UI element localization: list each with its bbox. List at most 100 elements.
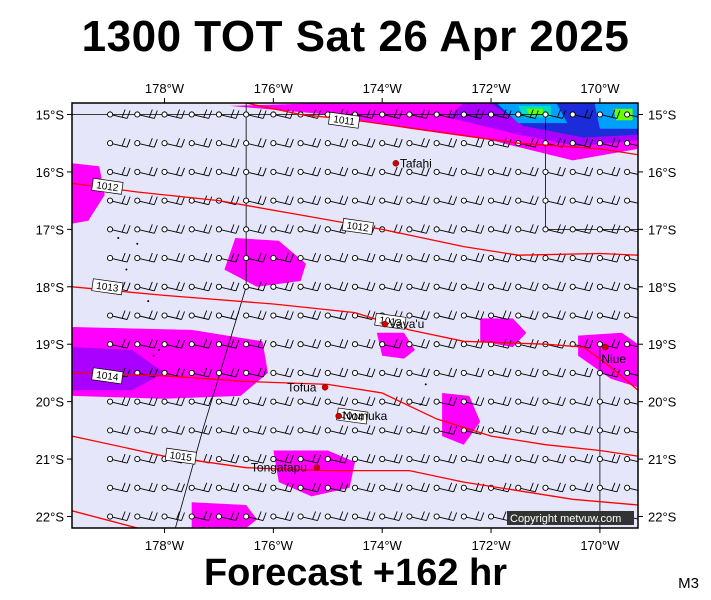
wind-barb [188,396,213,407]
wind-barb [351,453,376,464]
page-title: 1300 TOT Sat 26 Apr 2025 [81,12,630,61]
wind-barb [134,453,158,464]
forecast-hour-label: Forecast +162 hr [203,552,508,594]
wind-barb [488,367,512,378]
wind-barb [379,482,403,493]
wind-barb [324,281,349,292]
precipitation-area [273,450,355,497]
wind-barb [433,138,458,148]
wind-barb [488,339,512,349]
wind-barb [460,367,485,378]
wind-barb [324,138,349,148]
wind-barb [215,396,240,407]
wind-barb [569,195,594,206]
wind-barb [596,224,621,234]
isobar-label: 1012 [91,177,124,195]
wind-barb [596,195,621,206]
isobar-label-text: 1011 [333,114,356,128]
wind-barb [134,138,158,148]
isobar-label-text: 1015 [169,450,193,464]
wind-barb [569,252,594,263]
isobar-line [72,182,638,256]
lat-label-right: 20°S [648,395,677,410]
island-dot [424,383,427,386]
place-marker [392,160,400,167]
wind-barb [379,195,403,206]
wind-barb [542,453,566,464]
wind-barb [215,281,240,292]
wind-barb [297,166,321,177]
wind-barb [351,396,376,407]
wind-barb [270,166,294,177]
wind-barb [460,310,485,320]
lat-label-right: 21°S [648,452,677,467]
wind-barb [107,310,131,320]
wind-barb [351,252,376,263]
wind-barb [107,109,131,119]
wind-barb [243,367,267,378]
wind-barb [270,425,294,435]
wind-barb [243,339,267,349]
wind-barb [624,312,638,319]
wind-barb [243,482,267,493]
wind-barb [406,138,430,148]
wind-barb [596,138,621,148]
wind-barb [379,138,403,148]
wind-barb [324,166,349,177]
wind-barb [243,109,267,119]
wind-barb [569,482,594,493]
wind-barb [351,166,376,177]
wind-barb [488,166,512,177]
isobar-label: 1015 [164,447,197,465]
wind-barb [161,310,185,320]
wind-barb [270,396,294,407]
wind-barb [324,367,349,378]
wind-barb [488,281,512,292]
wind-barb [624,283,638,290]
wind-barb [433,166,458,177]
wind-barb [379,339,403,349]
wind-barb [107,425,131,435]
wind-barb [406,310,430,320]
place-marker [381,320,389,328]
island-dot [136,242,139,245]
wind-barb [488,252,512,263]
wind-barb [515,195,539,206]
wind-barb [161,166,185,177]
wind-barb [596,425,621,435]
wind-barb [624,427,638,434]
wind-barb [433,224,458,234]
copyright-box [507,511,634,525]
wind-barb [324,310,349,320]
wind-barb [161,252,185,263]
wind-barb [270,138,294,148]
wind-barb [297,339,321,349]
wind-barb [460,195,485,206]
wind-barb [243,310,267,320]
wind-barb [161,425,185,435]
wind-barb [379,367,403,378]
island-dot [147,300,150,303]
wind-barb [107,339,131,349]
isobar-label-text: 1014 [95,370,119,384]
wind-barb [596,109,621,119]
wind-barb [624,456,638,463]
wind-barb [270,252,294,263]
wind-barb [161,511,185,521]
wind-barb [188,367,213,378]
wind-barb [134,224,158,234]
wind-barb [134,195,158,206]
lon-label-bottom: 176°W [254,538,294,553]
wind-barb [460,281,485,292]
wind-barb [243,224,267,234]
wind-barb [569,224,594,234]
wind-barb [351,511,376,521]
wind-barb [596,166,621,177]
wind-barb [243,396,267,407]
lat-label-right: 17°S [648,222,677,237]
wind-barb [324,252,349,263]
wind-barb [243,138,267,148]
wind-barb [297,425,321,435]
wind-barb [134,109,158,119]
precipitation-area [526,108,543,115]
